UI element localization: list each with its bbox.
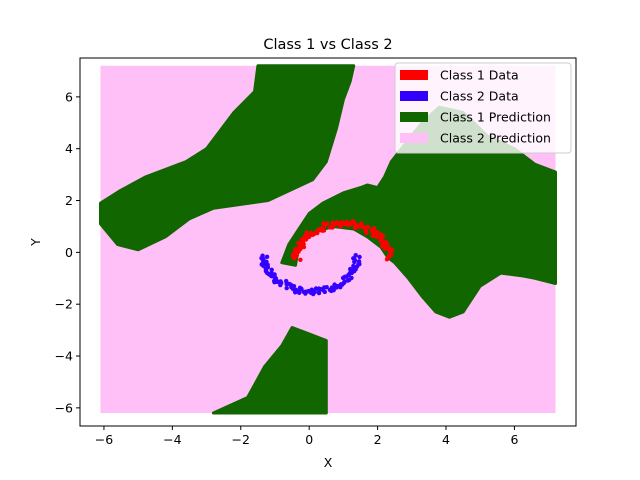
class1-data-point [294,253,299,258]
class1-data-point [375,229,380,235]
class2-data-point [356,259,362,264]
y-tick-label: 2 [65,193,73,208]
class1-data-point [292,256,297,261]
legend-swatch [400,91,428,101]
class1-prediction-region-1 [99,64,356,252]
class2-data-point [284,285,289,291]
y-tick-label: 0 [65,245,73,260]
y-axis-label: Y [28,238,43,247]
class1-data-point [352,222,357,227]
x-tick-label: 2 [374,432,382,447]
y-tick-label: −6 [55,400,73,415]
class2-data-point [312,289,317,295]
x-tick-label: −2 [232,432,250,447]
legend: Class 1 Data Class 2 Data Class 1 Predicti… [394,62,572,154]
legend-swatch [400,133,428,143]
class1-data-point [340,220,345,225]
class1-data-point [387,246,392,252]
class2-data-point [353,253,358,258]
class2-data-point [349,275,354,281]
class1-prediction-region-2 [280,105,557,319]
class2-data-point [348,266,353,272]
class1-prediction-region-3 [211,326,328,415]
class2-data-point [322,289,327,295]
y-tick-label: −4 [55,349,73,364]
class1-data-point [330,220,335,225]
class2-data-point [324,285,329,290]
x-tick-label: 4 [442,432,450,447]
legend-label: Class 2 Data [440,89,519,104]
plot-frame [79,57,577,427]
class1-data-point [371,233,376,238]
class2-data-point [351,256,356,261]
class2-data-point [297,290,302,295]
class1-data-point [322,223,328,228]
class1-data-point [352,225,358,230]
class1-data-point [379,232,384,237]
chart-title: Class 1 vs Class 2 [263,37,392,53]
y-tick-label: 6 [65,89,73,104]
class1-data-point [370,226,375,232]
class2-data-point [357,254,362,260]
x-tick-label: 6 [510,432,518,447]
legend-label: Class 1 Prediction [440,110,551,125]
x-tick-label: −6 [95,432,113,447]
legend-swatch [400,112,428,122]
ticks-layer: −6 −4 −2 0 2 4 6 −6 −4 −2 0 2 4 6 [55,89,519,447]
class2-data-point [351,263,356,269]
class2-data-point [278,282,283,288]
class1-data-point [361,224,366,230]
legend-label: Class 1 Data [440,68,519,83]
x-tick-label: 0 [305,432,313,447]
class2-data-point [331,288,336,293]
y-tick-label: −2 [55,297,73,312]
class1-data-point [298,257,303,262]
class1-data-point [308,230,313,236]
class2-data-point [264,254,270,259]
class1-data-point [358,224,363,229]
y-tick-label: 4 [65,141,73,156]
legend-box [394,62,572,154]
x-axis-label: X [324,455,333,470]
class1-data-point [328,225,333,230]
class1-data-point [301,244,307,250]
legend-swatch [400,70,428,80]
x-tick-label: −4 [163,432,181,447]
legend-label: Class 2 Prediction [440,131,551,146]
